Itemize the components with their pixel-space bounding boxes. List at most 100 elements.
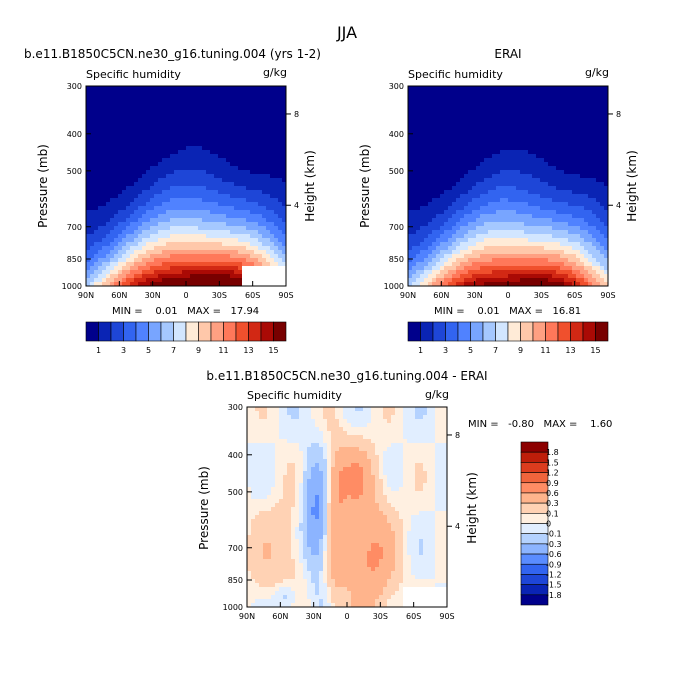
field-cell [126, 222, 131, 227]
field-cell [214, 194, 219, 199]
field-cell [452, 130, 457, 135]
field-cell [262, 194, 267, 199]
field-cell [98, 202, 103, 207]
field-cell [238, 166, 243, 171]
field-cell [162, 262, 167, 267]
field-cell [142, 150, 147, 155]
field-cell [242, 158, 247, 163]
field-cell [536, 254, 541, 259]
field-cell [596, 230, 601, 235]
field-cell [556, 146, 561, 151]
field-cell [540, 266, 545, 271]
field-cell [218, 106, 223, 111]
field-cell [126, 94, 131, 99]
field-cell [282, 190, 287, 195]
field-cell [540, 158, 545, 163]
field-cell [572, 102, 577, 107]
field-cell [270, 282, 275, 287]
field-cell [114, 154, 119, 159]
field-cell [186, 174, 191, 179]
field-cell [230, 282, 235, 287]
field-cell [564, 202, 569, 207]
field-cell [428, 198, 433, 203]
field-cell [174, 214, 179, 219]
field-cell [440, 110, 445, 115]
field-cell [206, 258, 211, 263]
field-cell [460, 278, 465, 283]
field-cell [266, 202, 271, 207]
field-cell [106, 166, 111, 171]
field-cell [560, 210, 565, 215]
field-cell [456, 98, 461, 103]
field-cell [166, 278, 171, 283]
field-cell [592, 98, 597, 103]
field-cell [448, 254, 453, 259]
field-cell [580, 90, 585, 95]
field-cell [512, 126, 517, 131]
field-cell [114, 222, 119, 227]
field-cell [568, 234, 573, 239]
field-cell [540, 142, 545, 147]
field-cell [278, 234, 283, 239]
field-cell [572, 194, 577, 199]
field-cell [436, 110, 441, 115]
field-cell [528, 86, 533, 91]
field-cell [258, 254, 263, 259]
field-cell [552, 166, 557, 171]
field-cell [452, 190, 457, 195]
field-cell [130, 234, 135, 239]
field-cell [282, 202, 287, 207]
field-cell [496, 238, 501, 243]
field-cell [274, 126, 279, 131]
field-cell [428, 194, 433, 199]
field-cell [468, 206, 473, 211]
field-cell [468, 182, 473, 187]
field-cell [262, 218, 267, 223]
field-cell [492, 262, 497, 267]
field-cell [520, 214, 525, 219]
field-cell [412, 226, 417, 231]
field-cell [508, 174, 513, 179]
field-cell [186, 194, 191, 199]
field-cell [468, 198, 473, 203]
field-cell [210, 214, 215, 219]
field-cell [488, 218, 493, 223]
field-cell [600, 242, 605, 247]
field-cell [150, 150, 155, 155]
field-cell [130, 246, 135, 251]
field-cell [472, 222, 477, 227]
field-cell [472, 98, 477, 103]
field-cell [122, 218, 127, 223]
field-cell [536, 158, 541, 163]
field-cell [170, 194, 175, 199]
field-cell [504, 246, 509, 251]
field-cell [576, 254, 581, 259]
field-cell [222, 106, 227, 111]
field-cell [556, 230, 561, 235]
field-cell [174, 182, 179, 187]
field-cell [202, 86, 207, 91]
field-cell [604, 198, 609, 203]
field-cell [560, 94, 565, 99]
field-cell [234, 166, 239, 171]
field-cell [448, 198, 453, 203]
field-cell [520, 98, 525, 103]
field-cell [154, 282, 159, 287]
field-cell [258, 234, 263, 239]
field-cell [548, 170, 553, 175]
field-cell [592, 198, 597, 203]
field-cell [464, 250, 469, 255]
field-cell [540, 214, 545, 219]
field-cell [584, 86, 589, 91]
field-cell [258, 282, 263, 287]
field-cell [238, 186, 243, 191]
field-cell [94, 174, 99, 179]
field-cell [250, 238, 255, 243]
field-cell [580, 274, 585, 279]
field-cell [242, 166, 247, 171]
field-cell [456, 210, 461, 215]
field-cell [524, 194, 529, 199]
field-cell [488, 102, 493, 107]
field-cell [242, 238, 247, 243]
field-cell [186, 222, 191, 227]
